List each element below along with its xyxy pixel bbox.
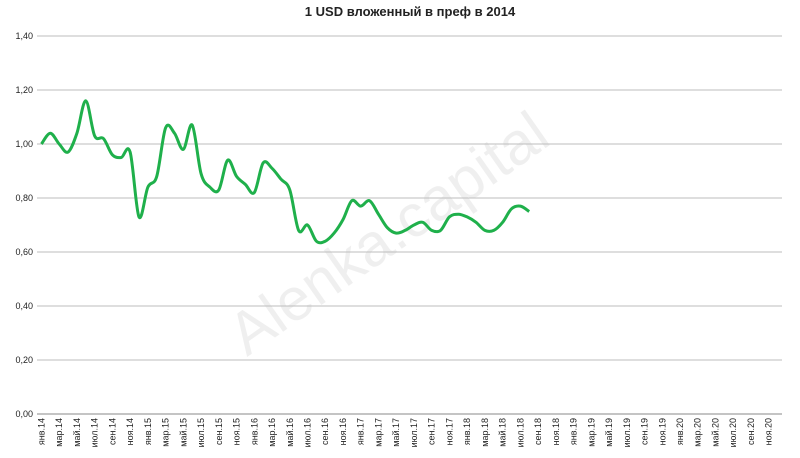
x-tick-label: сен.17 <box>427 418 437 445</box>
x-tick-label: мар.20 <box>693 418 703 447</box>
x-tick-label: май.15 <box>178 418 188 447</box>
y-tick-label: 1,20 <box>15 85 33 95</box>
x-tick-label: ноя.20 <box>764 418 774 445</box>
x-tick-label: май.17 <box>391 418 401 447</box>
x-tick-label: май.19 <box>604 418 614 447</box>
y-tick-label: 0,40 <box>15 301 33 311</box>
x-tick-label: ноя.17 <box>444 418 454 445</box>
x-tick-label: ноя.18 <box>551 418 561 445</box>
x-tick-label: мар.18 <box>480 418 490 447</box>
x-tick-label: июл.16 <box>303 418 313 447</box>
data-line <box>40 99 531 245</box>
x-tick-label: сен.20 <box>746 418 756 445</box>
x-tick-label: май.20 <box>710 418 720 447</box>
y-tick-label: 0,80 <box>15 193 33 203</box>
x-tick-label: янв.17 <box>356 418 366 445</box>
x-tick-label: сен.15 <box>214 418 224 445</box>
x-tick-label: мар.19 <box>586 418 596 447</box>
x-tick-label: ноя.14 <box>125 418 135 445</box>
x-tick-label: ноя.15 <box>232 418 242 445</box>
x-tick-label: май.16 <box>285 418 295 447</box>
y-tick-label: 0,20 <box>15 355 33 365</box>
x-tick-label: сен.16 <box>320 418 330 445</box>
x-tick-label: мар.15 <box>161 418 171 447</box>
x-tick-label: мар.16 <box>267 418 277 447</box>
x-tick-label: июл.19 <box>622 418 632 447</box>
chart-title: 1 USD вложенный в преф в 2014 <box>305 4 516 19</box>
x-tick-label: мар.17 <box>373 418 383 447</box>
x-tick-label: май.14 <box>72 418 82 447</box>
x-tick-label: май.18 <box>498 418 508 447</box>
y-tick-label: 0,60 <box>15 247 33 257</box>
y-tick-label: 1,40 <box>15 31 33 41</box>
x-tick-label: янв.20 <box>675 418 685 445</box>
x-tick-label: июл.17 <box>409 418 419 447</box>
x-tick-label: ноя.16 <box>338 418 348 445</box>
x-tick-label: ноя.19 <box>657 418 667 445</box>
x-tick-label: июл.15 <box>196 418 206 447</box>
x-tick-label: сен.18 <box>533 418 543 445</box>
y-tick-label: 1,00 <box>15 139 33 149</box>
x-tick-label: июл.20 <box>728 418 738 447</box>
x-tick-label: мар.14 <box>54 418 64 447</box>
x-tick-label: янв.19 <box>569 418 579 445</box>
x-tick-label: сен.19 <box>640 418 650 445</box>
x-tick-label: янв.18 <box>462 418 472 445</box>
y-tick-label: 0,00 <box>15 409 33 419</box>
x-tick-label: июл.18 <box>515 418 525 447</box>
x-tick-label: янв.14 <box>36 418 46 445</box>
x-tick-label: июл.14 <box>90 418 100 447</box>
x-tick-label: янв.15 <box>143 418 153 445</box>
watermark: Alenka.capital <box>216 99 560 368</box>
x-tick-label: сен.14 <box>107 418 117 445</box>
x-tick-label: янв.16 <box>249 418 259 445</box>
